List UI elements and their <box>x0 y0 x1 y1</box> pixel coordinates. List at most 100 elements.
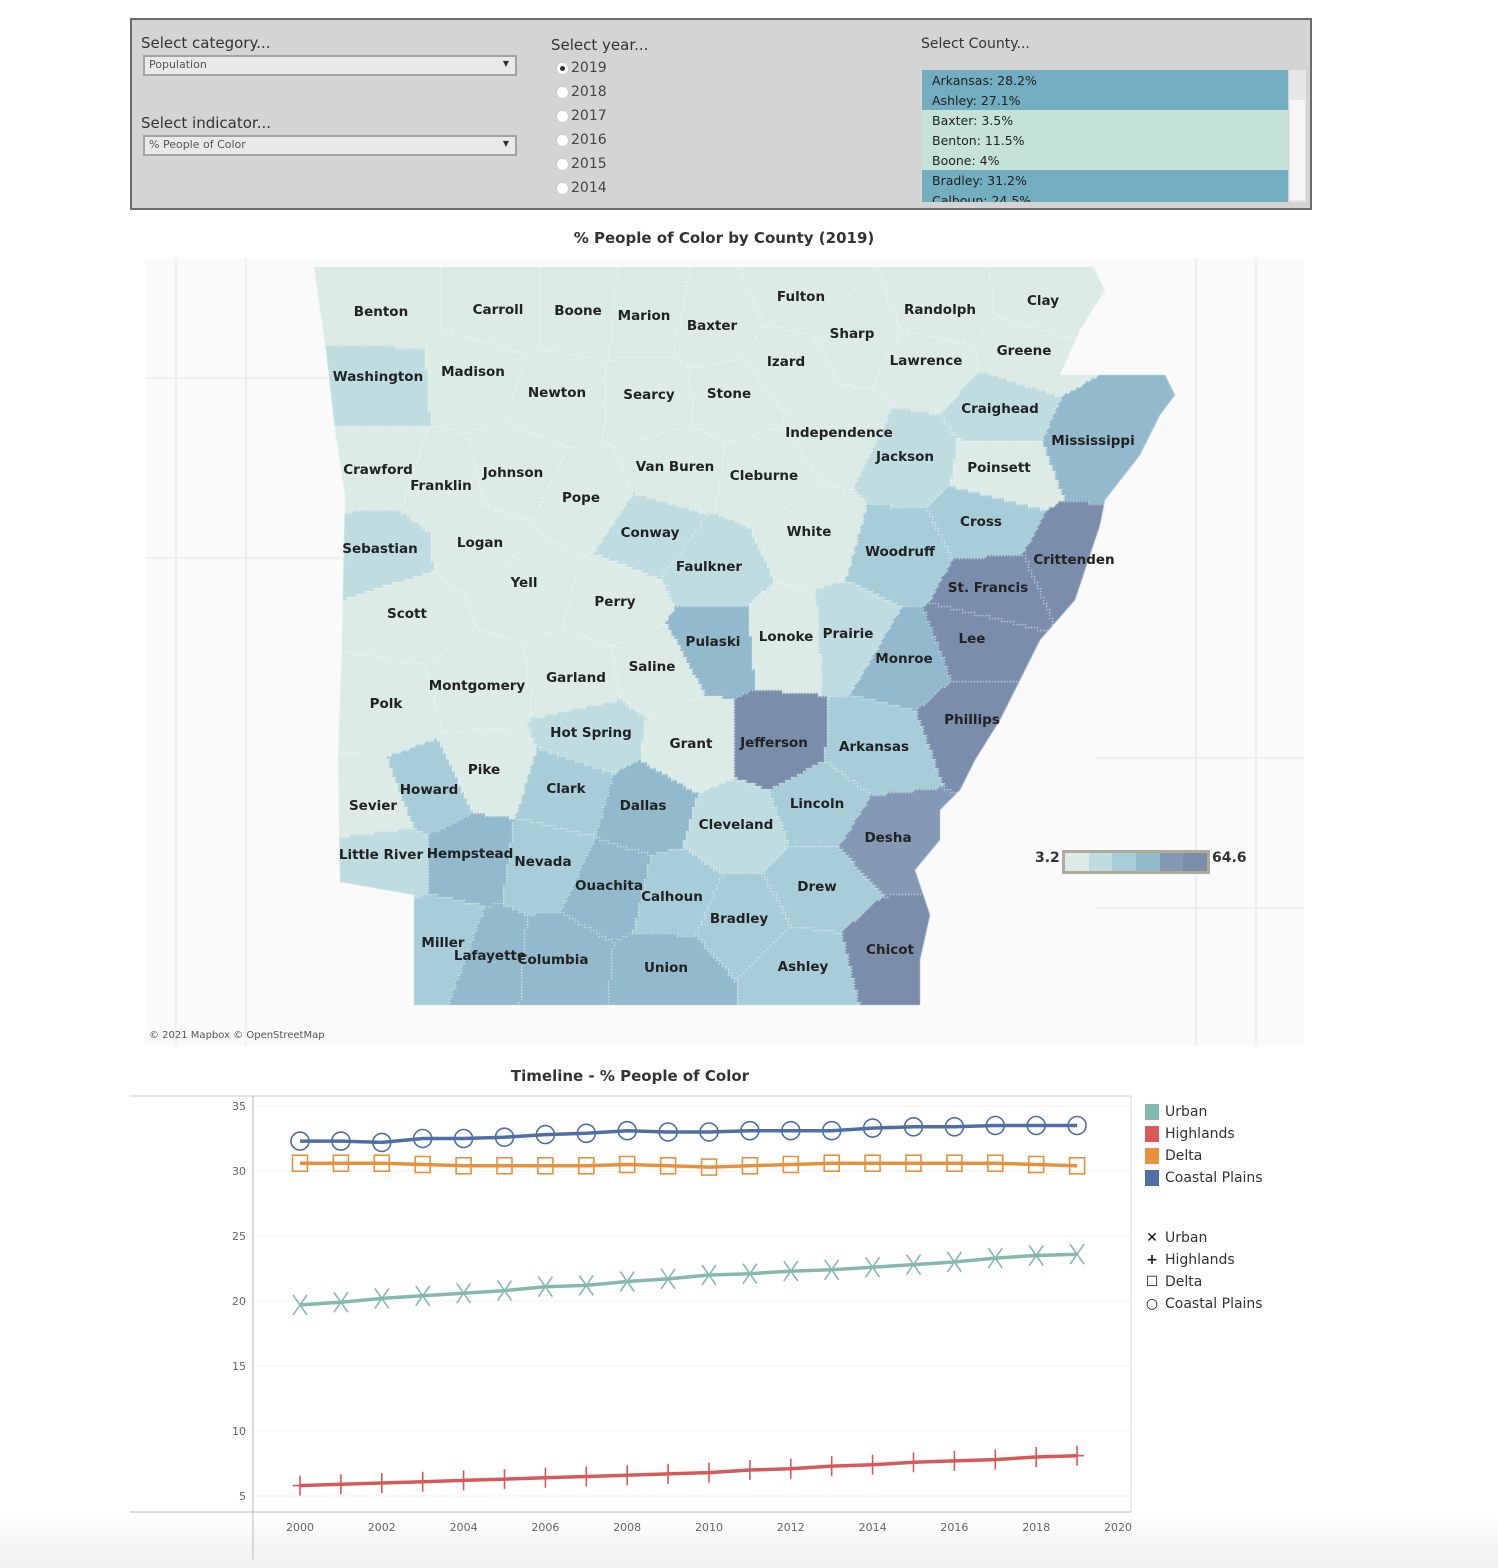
county-label[interactable]: Marion <box>617 308 671 324</box>
county-choropleth[interactable] <box>146 258 1304 1046</box>
shape-legend-item[interactable]: ✕ Urban <box>1145 1230 1207 1246</box>
radio-button[interactable] <box>556 61 569 75</box>
county-label[interactable]: Bradley <box>709 911 769 927</box>
county-label[interactable]: Pope <box>562 490 600 506</box>
county-label[interactable]: Ashley <box>777 959 829 975</box>
category-dropdown[interactable]: Population ▼ <box>143 55 517 76</box>
county-list-item[interactable]: Bradley: 31.2% <box>922 170 1288 190</box>
county-label[interactable]: Searcy <box>623 387 675 403</box>
county-label[interactable]: Miller <box>421 935 465 951</box>
shape-legend-item[interactable]: ○ Coastal Plains <box>1145 1296 1263 1312</box>
county-label[interactable]: Newton <box>527 385 587 401</box>
indicator-dropdown[interactable]: % People of Color ▼ <box>143 135 517 156</box>
county-label[interactable]: White <box>786 524 832 540</box>
county-map[interactable]: Benton Carroll Boone Marion Baxter Fulton Shar… <box>146 258 1304 1046</box>
county-label[interactable]: Crawford <box>343 462 413 478</box>
county-label[interactable]: Union <box>643 960 689 976</box>
county-list-item[interactable]: Ashley: 27.1% <box>922 90 1288 110</box>
county-list-item[interactable]: Calhoun: 24.5% <box>922 190 1288 202</box>
county-label[interactable]: Baxter <box>686 318 738 334</box>
scrollbar-thumb[interactable] <box>1290 100 1305 200</box>
county-label[interactable]: Logan <box>456 535 504 551</box>
county-label[interactable]: Ouachita <box>574 878 644 894</box>
county-list-item[interactable]: Arkansas: 28.2% <box>922 70 1288 90</box>
county-label[interactable]: Lonoke <box>758 629 814 645</box>
county-label[interactable]: Stone <box>706 386 752 402</box>
county-label[interactable]: Howard <box>399 782 459 798</box>
county-label[interactable]: Pulaski <box>685 634 741 650</box>
county-label[interactable]: Polk <box>369 696 403 712</box>
county-label[interactable]: Drew <box>797 879 837 895</box>
county-label[interactable]: Clay <box>1026 293 1060 309</box>
county-label[interactable]: Sebastian <box>342 541 418 557</box>
county-label[interactable]: Perry <box>594 594 636 610</box>
year-radio-2017[interactable]: 2017 <box>556 108 607 124</box>
county-label[interactable]: Fulton <box>776 289 826 305</box>
year-radio-2016[interactable]: 2016 <box>556 132 607 148</box>
county-label[interactable]: Sharp <box>829 326 875 342</box>
county-label[interactable]: Clark <box>546 781 586 797</box>
county-label[interactable]: Scott <box>387 606 427 622</box>
county-label[interactable]: Montgomery <box>428 678 526 694</box>
scrollbar[interactable] <box>1289 70 1306 202</box>
county-label[interactable]: Pike <box>467 762 501 778</box>
county-label[interactable]: Saline <box>628 659 676 675</box>
county-label[interactable]: Poinsett <box>967 460 1031 476</box>
shape-legend-item[interactable]: ☐ Delta <box>1145 1274 1203 1290</box>
radio-button[interactable] <box>556 157 569 171</box>
radio-button[interactable] <box>556 133 569 147</box>
year-radio-2015[interactable]: 2015 <box>556 156 607 172</box>
county-label[interactable]: Lincoln <box>789 796 845 812</box>
county-list-item[interactable]: Benton: 11.5% <box>922 130 1288 150</box>
county-label[interactable]: Monroe <box>875 651 933 667</box>
radio-button[interactable] <box>556 85 569 99</box>
county-label[interactable]: St. Francis <box>947 580 1029 596</box>
county-label[interactable]: Lafayette <box>453 948 527 964</box>
county-label[interactable]: Dallas <box>619 798 667 814</box>
year-radio-2018[interactable]: 2018 <box>556 84 607 100</box>
county-listbox[interactable]: Arkansas: 28.2% Ashley: 27.1% Baxter: 3.5%… <box>922 70 1306 202</box>
county-label[interactable]: Cross <box>960 514 1002 530</box>
county-label[interactable]: Arkansas <box>839 739 909 755</box>
county-label[interactable]: Sevier <box>348 798 398 814</box>
color-legend-item[interactable]: Delta <box>1145 1148 1202 1164</box>
county-label[interactable]: Calhoun <box>641 889 703 905</box>
county-list-item[interactable]: Baxter: 3.5% <box>922 110 1288 130</box>
county-label[interactable]: Nevada <box>514 854 572 870</box>
county-label[interactable]: Lee <box>958 631 986 647</box>
county-label[interactable]: Greene <box>996 343 1052 359</box>
county-label[interactable]: Washington <box>332 369 424 385</box>
county-label[interactable]: Franklin <box>410 478 472 494</box>
county-label[interactable]: Mississippi <box>1051 433 1135 449</box>
county-label[interactable]: Grant <box>669 736 713 752</box>
county-label[interactable]: Cleburne <box>729 468 799 484</box>
county-label[interactable]: Prairie <box>822 626 874 642</box>
color-legend-item[interactable]: Coastal Plains <box>1145 1170 1263 1186</box>
county-label[interactable]: Woodruff <box>865 544 935 560</box>
county-label[interactable]: Crittenden <box>1033 552 1115 568</box>
color-legend-item[interactable]: Highlands <box>1145 1126 1235 1142</box>
county-label[interactable]: Independence <box>785 425 893 441</box>
county-label[interactable]: Lawrence <box>889 353 963 369</box>
county-label[interactable]: Craighead <box>961 401 1039 417</box>
county-label[interactable]: Garland <box>546 670 606 686</box>
shape-legend-item[interactable]: + Highlands <box>1145 1252 1235 1268</box>
county-label[interactable]: Jackson <box>875 449 935 465</box>
county-label[interactable]: Cleveland <box>698 817 774 833</box>
county-label[interactable]: Van Buren <box>635 459 715 475</box>
radio-button[interactable] <box>556 181 569 195</box>
county-label[interactable]: Phillips <box>944 712 1000 728</box>
county-label[interactable]: Boone <box>554 303 602 319</box>
county-label[interactable]: Benton <box>353 304 409 320</box>
county-label[interactable]: Columbia <box>517 952 589 968</box>
year-radio-2019[interactable]: 2019 <box>556 60 607 76</box>
county-label[interactable]: Randolph <box>904 302 976 318</box>
county-label[interactable]: Little River <box>338 847 424 863</box>
county-label[interactable]: Carroll <box>472 302 524 318</box>
county-label[interactable]: Izard <box>766 354 806 370</box>
radio-button[interactable] <box>556 109 569 123</box>
county-label[interactable]: Madison <box>441 364 505 380</box>
county-label[interactable]: Jefferson <box>740 735 808 751</box>
county-label[interactable]: Yell <box>510 575 538 591</box>
county-label[interactable]: Conway <box>620 525 680 541</box>
